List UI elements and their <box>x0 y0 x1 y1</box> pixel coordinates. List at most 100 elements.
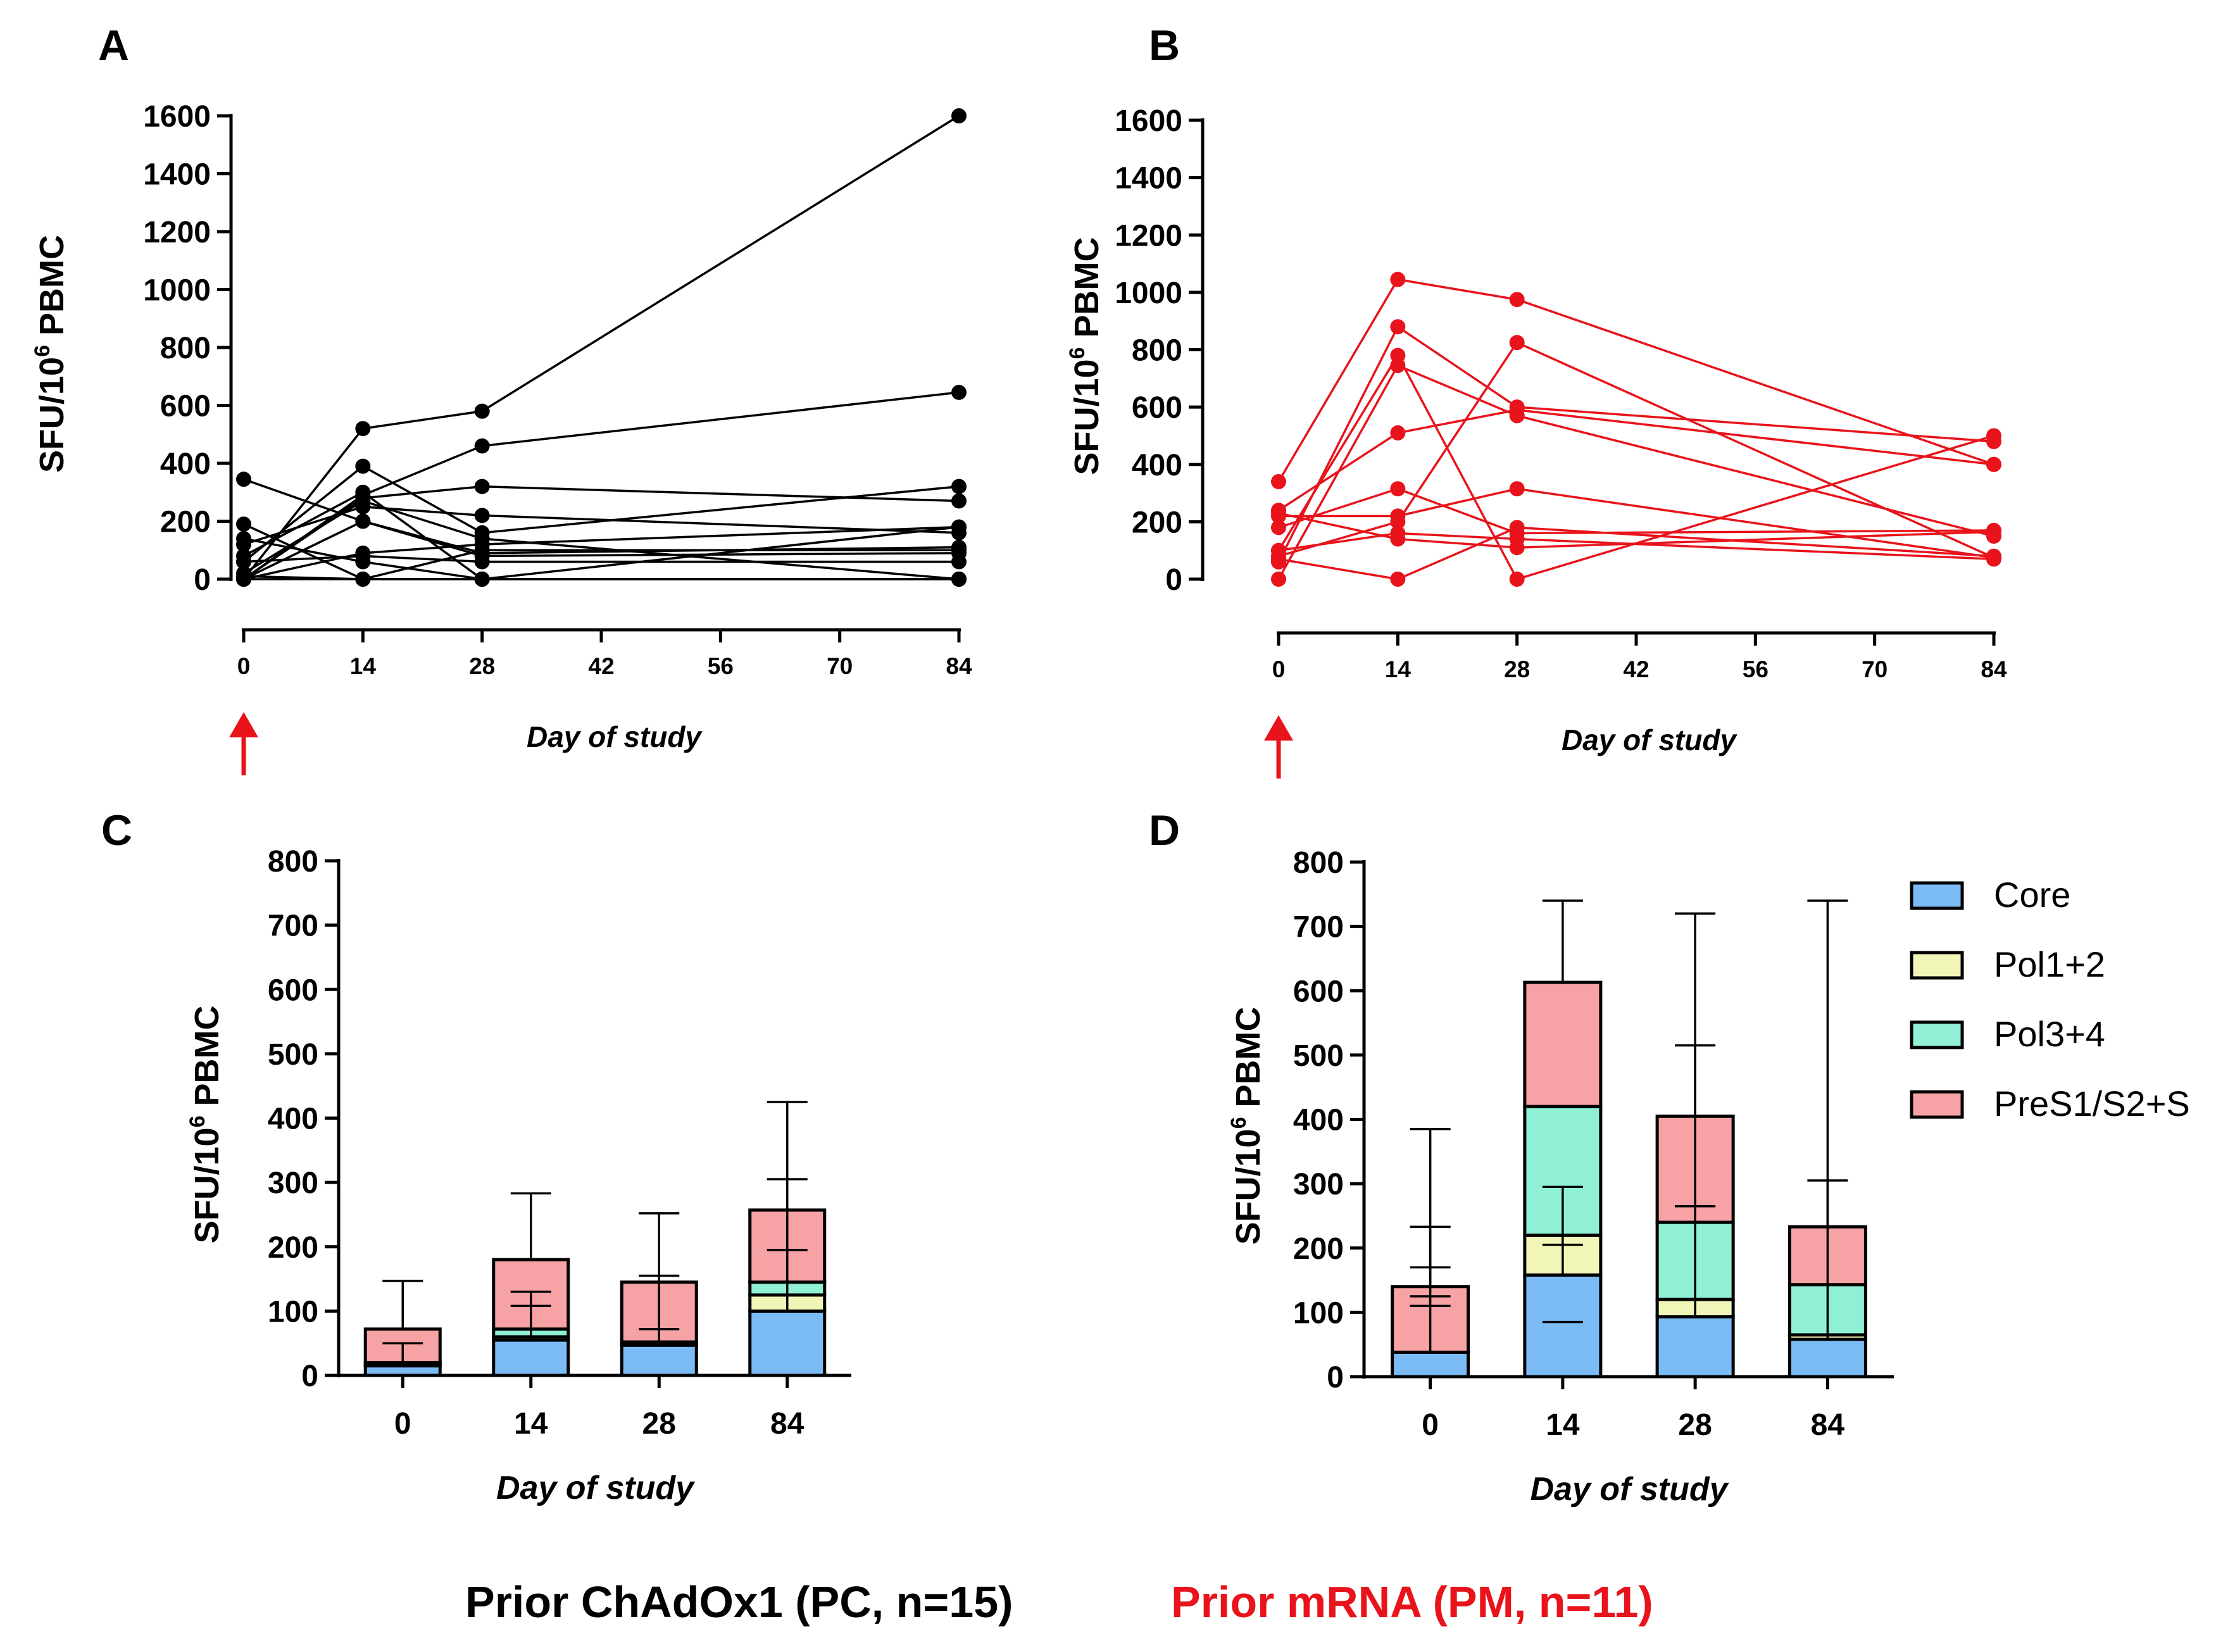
panel-a-data-point <box>474 438 490 454</box>
panel-b-data-point <box>1271 473 1286 489</box>
panel-b-y-label-main: SFU/10 <box>1068 359 1106 475</box>
panel-a-series-line <box>243 575 959 580</box>
panel-d-y-tick-label: 300 <box>1293 1168 1344 1201</box>
panel-a-x-tick-label: 70 <box>827 653 853 679</box>
panel-a-x-tick-label: 84 <box>946 653 972 679</box>
panel-b-x-tick-label: 42 <box>1623 656 1649 682</box>
panel-c-y-label-tail: PBMC <box>188 1006 226 1116</box>
panel-d-bar-core <box>1655 1315 1735 1379</box>
panel-d-x-tick-label: 0 <box>1422 1408 1439 1442</box>
panel-b-x-tick-label: 0 <box>1272 656 1286 682</box>
panel-d-y-tick-label: 700 <box>1293 911 1344 944</box>
panel-b-x-tick-label: 56 <box>1743 656 1769 682</box>
panel-a-data-point <box>355 548 371 564</box>
panel-b-data-point <box>1390 525 1406 541</box>
panel-b-data-point <box>1271 520 1286 535</box>
panel-c-x-tick-label: 28 <box>642 1407 676 1441</box>
panel-c-y-tick-label: 700 <box>268 910 318 943</box>
panel-b-data-point <box>1271 505 1286 521</box>
panel-b-x-tick-label: 84 <box>1981 656 2007 682</box>
legend-label: PreS1/S2+S <box>1994 1084 2190 1123</box>
panel-a-x-tick-label: 28 <box>469 653 495 679</box>
panel-b-data-point <box>1509 481 1525 497</box>
panel-a-data-point <box>951 108 967 123</box>
panel-d-y-label-sup: 6 <box>1227 1117 1251 1129</box>
panel-d-y-tick-label: 800 <box>1293 846 1344 880</box>
panel-d-x-tick-label: 14 <box>1546 1408 1580 1442</box>
footer: Prior ChAdOx1 (PC, n=15) Prior mRNA (PM,… <box>465 1577 1653 1627</box>
panel-a-series-line <box>243 554 959 563</box>
panel-b-data-point <box>1986 428 2001 444</box>
panel-a-series-line <box>242 115 960 580</box>
panel-b-data-point <box>1390 508 1406 524</box>
panel-a-y-tick-label: 1400 <box>143 158 211 192</box>
panel-a-data-point <box>236 530 251 546</box>
panel-b-y-axis-label: SFU/106 PBMC <box>1065 237 1106 475</box>
panel-a-y-label-tail: PBMC <box>33 235 71 345</box>
panel-d-bar-core <box>1391 1350 1470 1379</box>
panel-c-bar-core <box>748 1309 827 1377</box>
panel-a-data-point <box>236 554 251 570</box>
panel-a-data-point <box>355 572 371 587</box>
panel-a-data-point <box>474 479 490 494</box>
panel-d-y-tick-label: 0 <box>1327 1361 1344 1394</box>
panel-b-data-point <box>1986 524 2001 540</box>
panel-b-series-line <box>1278 532 1994 561</box>
panel-d-bar-core <box>1787 1337 1867 1379</box>
panel-d-y-tick-label: 500 <box>1293 1039 1344 1073</box>
panel-d-y-tick-label: 600 <box>1293 975 1344 1008</box>
panel-b-data-point <box>1509 402 1525 418</box>
panel-b-series-line <box>1278 512 1994 549</box>
panel-d-bar-core <box>1523 1273 1603 1379</box>
panel-b-series-line <box>1277 325 1994 563</box>
panel-c-x-tick-label: 0 <box>394 1407 411 1441</box>
panel-d-bar-pres1-s2-s <box>1523 980 1603 1108</box>
panel-b-y-tick-label: 200 <box>1132 506 1182 539</box>
panel-a-data-point <box>355 493 371 509</box>
panel-a-data-point <box>474 572 490 587</box>
panel-a-y-tick-label: 1000 <box>143 274 211 308</box>
panel-c-y-axis-label: SFU/106 PBMC <box>185 1006 226 1244</box>
panel-d-y-tick-label: 200 <box>1293 1232 1344 1266</box>
panel-c-bar-core <box>492 1338 570 1377</box>
panel-b-y-tick-label: 600 <box>1132 391 1182 425</box>
panel-a-series-line <box>243 505 960 546</box>
panel-a-data-point <box>951 479 967 494</box>
panel-b-x-axis-label: Day of study <box>1562 723 1737 756</box>
panel-a-arrow-head <box>229 712 258 737</box>
panel-c-y-label-main: SFU/10 <box>188 1127 226 1243</box>
panel-a-x-axis-label: Day of study <box>527 720 703 753</box>
panel-a-y-tick-label: 800 <box>160 332 211 365</box>
panel-b-data-point <box>1390 425 1406 441</box>
panel-c-y-tick-label: 300 <box>268 1167 318 1200</box>
legend-swatch-pol3-4 <box>1910 1020 1964 1049</box>
panel-b-y-tick-label: 1200 <box>1115 219 1182 253</box>
panel-b-data-point <box>1509 520 1525 535</box>
panel-b-data-point <box>1509 531 1525 547</box>
legend-label: Pol3+4 <box>1994 1014 2105 1054</box>
panel-a: A 0 200 400 600 800 1000 1200 1400 1600 0 14 28 42 56 7… <box>30 22 972 775</box>
panel-c-y-tick-label: 200 <box>268 1231 318 1265</box>
panel-a-x-tick-label: 42 <box>588 653 614 679</box>
panel-a-data-point <box>951 554 967 570</box>
panel-d-x-tick-label: 84 <box>1811 1408 1845 1442</box>
panel-c-x-axis-label: Day of study <box>496 1470 696 1506</box>
panel-b-y-label-tail: PBMC <box>1068 237 1106 347</box>
panel-a-y-label-main: SFU/10 <box>33 357 71 473</box>
panel-d-y-tick-label: 400 <box>1293 1104 1344 1137</box>
panel-a-letter: A <box>98 22 129 70</box>
panel-a-x-tick-label: 0 <box>237 653 251 679</box>
panel-a-data-point <box>355 421 371 437</box>
panel-b-data-point <box>1390 358 1406 373</box>
panel-b-y-tick-label: 400 <box>1132 449 1182 482</box>
panel-b-x-tick-label: 14 <box>1385 656 1412 682</box>
panel-a-series-line <box>243 520 960 580</box>
panel-b-data-point <box>1390 272 1406 287</box>
legend-swatch-pol1-2 <box>1910 951 1964 980</box>
panel-d-x-axis-label: Day of study <box>1530 1471 1729 1508</box>
panel-a-x-tick-label: 14 <box>350 653 377 679</box>
panel-a-y-tick-label: 200 <box>160 506 211 539</box>
panel-a-y-tick-label: 600 <box>160 390 211 423</box>
panel-b-arrow-head <box>1264 715 1293 741</box>
panel-b-x-tick-label: 28 <box>1504 656 1530 682</box>
